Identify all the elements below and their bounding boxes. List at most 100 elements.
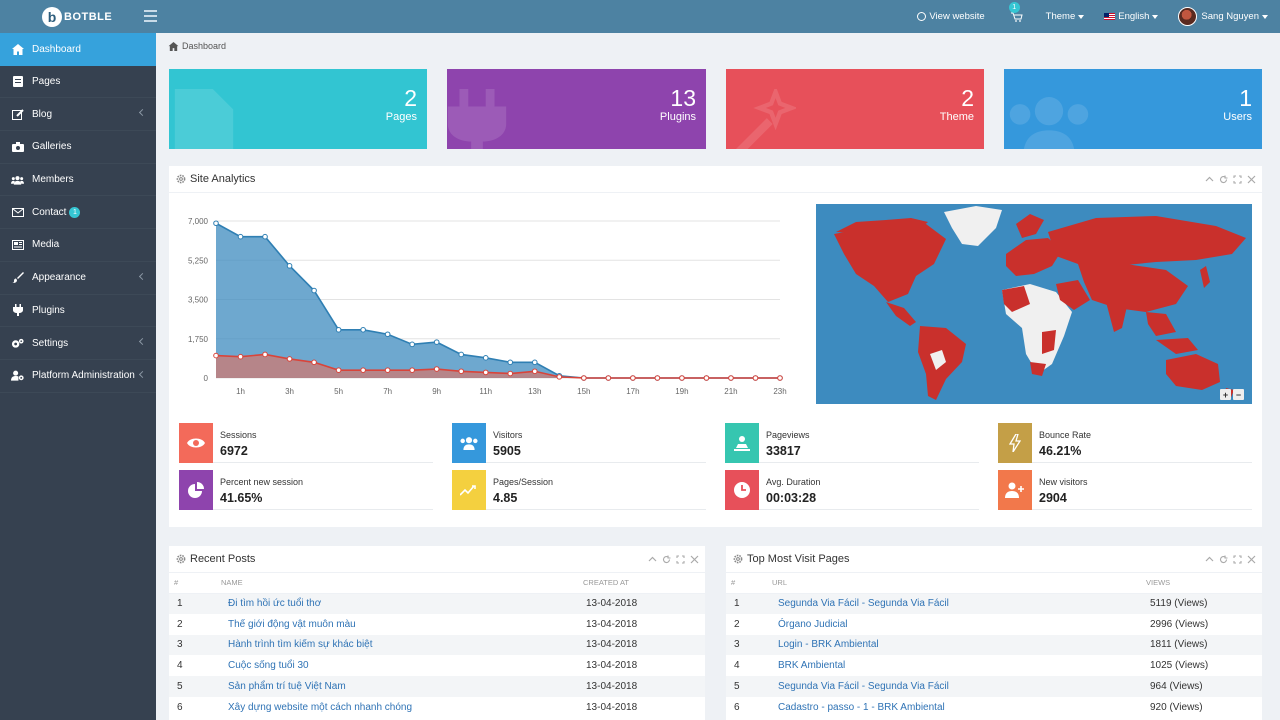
stat-tile-plugins[interactable]: 13 Plugins (447, 69, 706, 149)
reload-icon[interactable] (662, 553, 671, 564)
sidebar-item-plugins[interactable]: Plugins (0, 295, 156, 328)
data-point[interactable] (728, 375, 734, 381)
data-point[interactable] (482, 369, 489, 376)
collapse-icon[interactable] (648, 553, 657, 562)
data-point[interactable] (311, 287, 317, 294)
page-link[interactable]: Login - BRK Ambiental (772, 634, 1146, 656)
data-point[interactable] (433, 366, 440, 372)
data-point[interactable] (433, 339, 440, 345)
fullscreen-icon[interactable] (676, 553, 685, 564)
panel-header: Top Most Visit Pages (726, 546, 1262, 573)
sidebar-item-media[interactable]: Media (0, 229, 156, 262)
view-website-link[interactable]: View website (917, 11, 985, 22)
close-icon[interactable] (1247, 553, 1256, 564)
breadcrumb-item-dashboard[interactable]: Dashboard (182, 41, 227, 51)
data-point[interactable] (507, 359, 514, 366)
data-point[interactable] (458, 368, 465, 375)
post-link[interactable]: Xây dựng website một cách nhanh chóng (228, 701, 413, 713)
data-point[interactable] (237, 233, 244, 240)
cart-button[interactable]: 1 (1008, 1, 1026, 22)
collapse-icon[interactable] (1205, 553, 1214, 562)
data-point[interactable] (777, 375, 783, 381)
sidebar-item-pages[interactable]: Pages (0, 66, 156, 99)
data-point[interactable] (213, 220, 219, 227)
menu-toggle-icon[interactable] (144, 10, 157, 22)
page-link[interactable]: Segunda Via Fácil - Segunda Via Fácil (772, 593, 1146, 614)
x-tick-label: 11h (479, 387, 492, 396)
post-link[interactable]: Hành trình tìm kiếm sự khác biệt (221, 634, 583, 656)
brand-logo[interactable]: b BOTBLE (42, 6, 112, 28)
data-point[interactable] (556, 374, 563, 380)
map-zoom-in-button[interactable]: + (1220, 389, 1231, 400)
world-map[interactable]: + − (816, 204, 1252, 404)
page-views: 1811 (Views) (1146, 634, 1262, 656)
data-point[interactable] (703, 375, 710, 381)
stat-value: 1 (1239, 85, 1252, 111)
data-point[interactable] (335, 367, 342, 373)
post-link[interactable]: Thế giới động vật muôn màu (228, 618, 356, 630)
reload-icon[interactable] (1219, 553, 1228, 564)
data-point[interactable] (581, 375, 587, 381)
data-point[interactable] (262, 351, 268, 358)
sidebar-item-contact[interactable]: Contact 1 (0, 196, 156, 230)
stat-label: Pages (385, 111, 417, 123)
sidebar-item-galleries[interactable]: Galleries (0, 131, 156, 164)
page-link[interactable]: Órgano Judicial (778, 618, 848, 630)
data-point[interactable] (605, 375, 612, 381)
data-point[interactable] (384, 331, 391, 338)
data-point[interactable] (360, 367, 366, 373)
data-point[interactable] (384, 367, 391, 373)
page-link[interactable]: Segunda Via Fácil - Segunda Via Fácil (772, 676, 1146, 697)
sidebar-item-members[interactable]: Members (0, 164, 156, 197)
stat-tile-users[interactable]: 1 Users (1004, 69, 1262, 149)
data-point[interactable] (531, 359, 538, 366)
post-link[interactable]: Đi tìm hồi ức tuổi thơ (221, 593, 583, 614)
stat-tile-pages[interactable]: 2 Pages (169, 69, 427, 149)
table-row: 4 BRK Ambiental 1025 (Views) (726, 655, 1262, 676)
user-dropdown[interactable]: Sang Nguyen (1178, 7, 1268, 26)
data-point[interactable] (286, 263, 293, 269)
sidebar-item-blog[interactable]: Blog (0, 98, 156, 132)
data-point[interactable] (311, 359, 317, 366)
metric-label: Pageviews (766, 430, 810, 440)
data-point[interactable] (213, 352, 219, 359)
post-link[interactable]: Cuộc sống tuổi 30 (228, 660, 309, 672)
sidebar-item-settings[interactable]: Settings (0, 327, 156, 360)
reload-icon[interactable] (1219, 173, 1228, 184)
data-point[interactable] (335, 326, 342, 333)
stat-label: Plugins (659, 111, 696, 123)
data-point[interactable] (409, 341, 415, 348)
data-point[interactable] (409, 367, 415, 373)
map-zoom-out-button[interactable]: − (1233, 389, 1244, 400)
stat-value: 2 (404, 85, 417, 111)
x-tick-label: 23h (773, 387, 786, 396)
sidebar-item-platform-administration[interactable]: Platform Administration (0, 360, 156, 393)
page-link[interactable]: Cadastro - passo - 1 - BRK Ambiental (778, 701, 945, 713)
data-point[interactable] (630, 375, 636, 381)
data-point[interactable] (286, 356, 293, 362)
sidebar-item-appearance[interactable]: Appearance (0, 262, 156, 295)
data-point[interactable] (679, 375, 685, 381)
data-point[interactable] (752, 375, 759, 381)
fullscreen-icon[interactable] (1233, 173, 1242, 184)
data-point[interactable] (237, 353, 244, 360)
data-point[interactable] (654, 375, 661, 381)
data-point[interactable] (531, 368, 538, 375)
page-link[interactable]: BRK Ambiental (778, 660, 846, 672)
close-icon[interactable] (690, 553, 699, 564)
data-point[interactable] (507, 370, 514, 377)
stat-tile-theme[interactable]: 2 Theme (726, 69, 984, 149)
data-point[interactable] (262, 233, 268, 240)
metric-pages-per-session: Pages/Session 4.85 (452, 470, 706, 510)
fullscreen-icon[interactable] (1233, 553, 1242, 564)
theme-dropdown[interactable]: Theme (1046, 11, 1085, 22)
data-point[interactable] (458, 351, 465, 358)
data-point[interactable] (482, 355, 489, 361)
post-link[interactable]: Sản phẩm trí tuệ Việt Nam (221, 676, 583, 697)
close-icon[interactable] (1247, 173, 1256, 184)
collapse-icon[interactable] (1205, 173, 1214, 182)
data-point[interactable] (360, 326, 366, 333)
sidebar-item-label: Plugins (32, 304, 65, 316)
sidebar-item-dashboard[interactable]: Dashboard (0, 33, 156, 66)
language-dropdown[interactable]: English (1104, 11, 1159, 22)
